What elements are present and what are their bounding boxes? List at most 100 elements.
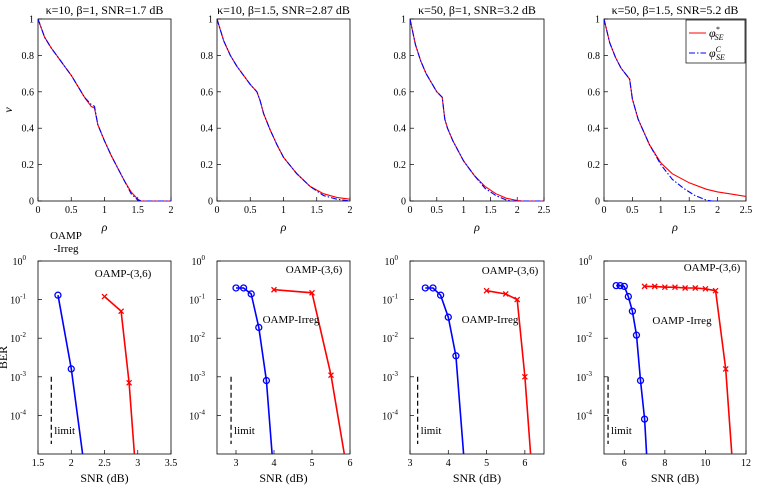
x-tick-label: 0 [215,205,220,216]
series-label-irreg: OAMP -Irreg [652,315,712,327]
data-point [636,376,645,385]
y-tick-label: 0.8 [201,51,214,62]
chart-title: κ=50, β=1, SNR=3.2 dB [418,3,536,17]
chart-title: κ=50, β=1.5, SNR=5.2 dB [612,3,739,17]
series-label-36: OAMP-(3,6) [286,264,343,276]
x-tick-label: 8 [662,458,667,469]
data-point [309,289,315,296]
limit-label: limit [611,425,632,437]
axes-frame [37,18,172,202]
y-tick-label: 1 [208,15,213,26]
data-point [126,379,133,386]
data-point [247,290,255,298]
x-tick-label: 2 [69,458,74,469]
x-axis-label: ρ [473,220,480,234]
y-tick-label: 0 [29,197,34,208]
y-axis-label: v [1,107,15,113]
y-tick-label: 0.8 [588,51,601,62]
y-tick-label: 10-4 [382,408,398,422]
x-tick-label: 0 [36,205,41,216]
data-point [436,291,445,299]
x-tick-label: 3 [408,458,413,469]
x-axis-label: SNR (dB) [259,471,307,485]
x-tick-label: 1.5 [132,205,145,216]
axes-frame [603,260,747,455]
data-point [682,285,689,291]
y-tick-label: 0.8 [22,51,35,62]
legend-label: φC SE [709,45,725,62]
data-point [661,284,668,291]
data-point [616,281,624,290]
x-tick-label: 3 [135,458,140,469]
x-tick-label: 2 [169,205,174,216]
y-tick-label: 10-2 [10,331,26,345]
data-point [239,284,248,292]
subplot-2: 0 0.5 1 1.5 2 0 0.2 0.4 0.6 0.8 1 κ=10, β=1.5, SNR=… [201,3,353,234]
axes-frame [603,18,747,202]
y-tick-label: 10-1 [576,293,592,307]
data-point [483,287,490,294]
x-tick-label: 2 [348,205,353,216]
data-point [612,281,620,290]
series-line [217,19,350,200]
axes-frame [409,18,545,202]
data-point [54,291,62,299]
y-tick-label: 0 [595,197,600,208]
data-point [67,365,75,373]
data-point [271,286,277,293]
x-tick-label: 1 [102,205,107,216]
series-line [425,287,465,454]
y-tick-label: 1 [595,15,600,26]
y-tick-label: 0.4 [22,124,35,135]
data-point [101,293,108,300]
subplot-8: 6 8 10 12 100 10-1 10-2 10-3 10-4 SNR (dB) limit OA… [576,254,751,485]
x-tick-label: 1.5 [311,205,324,216]
y-tick-label: 10-3 [10,370,26,384]
y-tick-label: 10-2 [382,331,398,345]
data-point [118,308,125,315]
data-point [452,352,460,360]
x-tick-label: 2.5 [740,205,753,216]
series-line [38,19,171,201]
x-tick-label: 4 [272,458,277,469]
x-axis-label: SNR (dB) [651,471,699,485]
chart-title: κ=10, β=1.5, SNR=2.87 dB [217,3,350,17]
x-tick-label: 0 [602,205,607,216]
axes-frame [216,18,351,202]
data-point [502,290,509,297]
series-label-36: OAMP-(3,6) [482,265,539,277]
y-tick-label: 0.6 [394,87,407,98]
y-tick-label: 10-1 [382,293,398,307]
x-axis-label: ρ [671,220,678,234]
legend-box [685,19,746,64]
data-point [624,292,632,301]
y-tick-label: 0 [401,197,406,208]
x-axis-label: ρ [101,220,108,234]
x-tick-label: 10 [700,458,710,469]
x-tick-label: 1 [658,205,663,216]
y-tick-label: 10-4 [576,408,592,422]
data-point [444,313,452,321]
x-tick-label: 0.5 [244,205,257,216]
data-point [712,287,719,294]
data-point [651,283,658,290]
legend: φ* SE φC SE [685,19,746,64]
limit-label: limit [234,425,255,437]
legend-label: φ* SE [709,25,724,42]
x-axis-label: ρ [280,220,287,234]
y-tick-label: 100 [13,254,27,268]
series-line [410,19,544,201]
x-tick-label: 1.5 [484,205,497,216]
data-point [255,323,263,332]
y-tick-label: 10-3 [382,370,398,384]
y-tick-label: 10-3 [189,370,205,384]
y-tick-label: 1 [401,15,406,26]
y-tick-label: 0.2 [394,160,407,171]
y-tick-label: 0.8 [394,51,407,62]
data-point [429,284,437,292]
data-point [641,283,648,290]
series-label-36: OAMP-(3,6) [684,262,741,274]
data-point [628,307,637,315]
x-tick-label: 0 [408,205,413,216]
